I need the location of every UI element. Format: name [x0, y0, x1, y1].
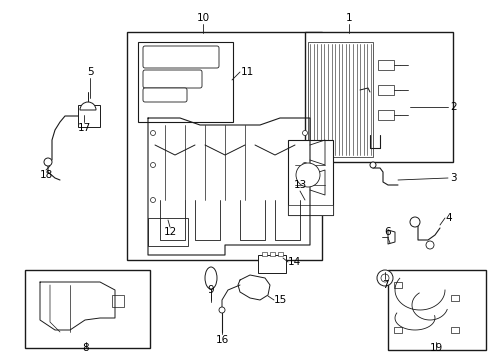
Bar: [112, 295, 124, 307]
Wedge shape: [80, 102, 96, 110]
Text: 3: 3: [449, 173, 455, 183]
Text: 16: 16: [215, 335, 228, 345]
Bar: [377, 85, 393, 95]
Bar: [25, 270, 150, 348]
Bar: [287, 205, 332, 215]
Circle shape: [369, 162, 375, 168]
Bar: [78, 105, 100, 127]
Text: 2: 2: [450, 102, 456, 112]
Circle shape: [150, 162, 155, 167]
Circle shape: [302, 131, 307, 135]
Bar: [269, 252, 274, 256]
Circle shape: [425, 241, 433, 249]
Text: 18: 18: [40, 170, 53, 180]
Bar: [262, 252, 266, 256]
Circle shape: [409, 217, 419, 227]
Bar: [148, 218, 187, 246]
Text: 8: 8: [82, 343, 89, 353]
Ellipse shape: [204, 267, 217, 289]
Text: 5: 5: [86, 67, 93, 77]
Bar: [450, 295, 458, 301]
Bar: [393, 282, 401, 288]
Text: 9: 9: [207, 285, 214, 295]
Bar: [393, 327, 401, 333]
Bar: [138, 42, 232, 122]
Bar: [307, 42, 372, 157]
Bar: [305, 32, 452, 162]
Bar: [127, 32, 321, 260]
FancyBboxPatch shape: [142, 88, 186, 102]
Bar: [278, 252, 283, 256]
Bar: [287, 140, 332, 215]
Circle shape: [150, 131, 155, 135]
Bar: [258, 255, 285, 273]
Circle shape: [219, 307, 224, 313]
Text: 7: 7: [381, 280, 387, 290]
Circle shape: [295, 163, 319, 187]
Text: 1: 1: [345, 13, 351, 23]
Text: 10: 10: [196, 13, 209, 23]
Circle shape: [302, 162, 307, 167]
Text: 4: 4: [445, 213, 451, 223]
Text: 11: 11: [240, 67, 253, 77]
Bar: [377, 60, 393, 70]
Text: 15: 15: [273, 295, 286, 305]
FancyBboxPatch shape: [142, 46, 219, 68]
Text: 6: 6: [384, 227, 390, 237]
Text: 19: 19: [428, 343, 442, 353]
Bar: [387, 270, 485, 350]
Text: 17: 17: [77, 123, 90, 133]
FancyBboxPatch shape: [142, 70, 202, 88]
Bar: [450, 327, 458, 333]
Bar: [377, 110, 393, 120]
Text: 14: 14: [287, 257, 300, 267]
Text: 13: 13: [293, 180, 306, 190]
Text: 12: 12: [163, 227, 176, 237]
Circle shape: [380, 274, 388, 282]
Circle shape: [376, 270, 392, 286]
Circle shape: [44, 158, 52, 166]
Circle shape: [150, 198, 155, 202]
